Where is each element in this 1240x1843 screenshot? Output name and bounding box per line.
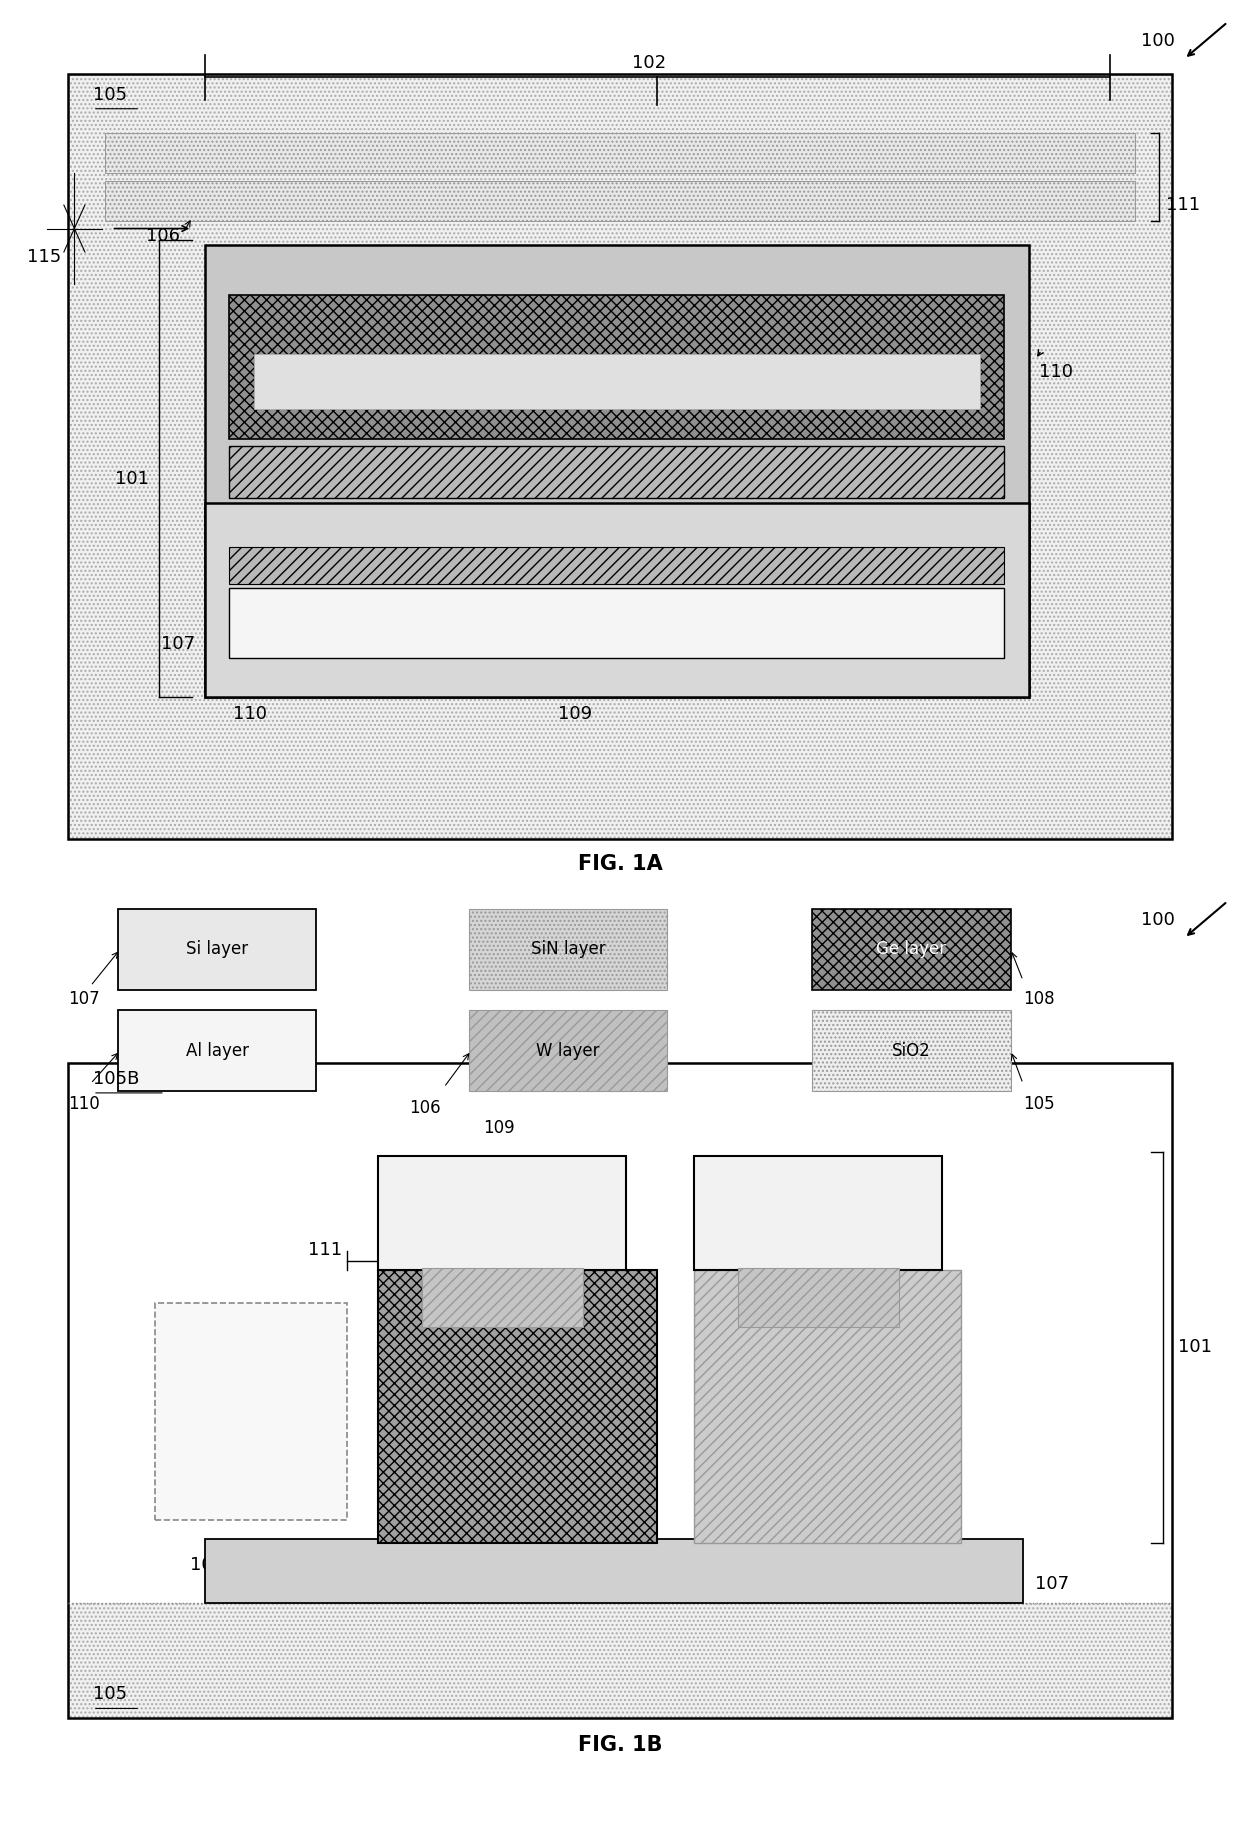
Bar — [105, 181, 1135, 221]
Bar — [118, 1010, 316, 1091]
Text: Ge layer: Ge layer — [877, 940, 946, 958]
Bar — [68, 74, 1172, 839]
Text: 110: 110 — [233, 704, 267, 722]
Bar — [68, 1063, 1172, 1603]
Bar — [254, 354, 980, 409]
Text: 115: 115 — [27, 247, 62, 265]
Text: SiN layer: SiN layer — [531, 940, 605, 958]
Text: 102: 102 — [632, 53, 667, 72]
Text: W layer: W layer — [536, 1041, 600, 1060]
Text: 111: 111 — [308, 1240, 342, 1259]
Text: 108: 108 — [1023, 990, 1055, 1008]
Bar — [205, 1539, 1023, 1603]
Text: Al layer: Al layer — [186, 1041, 248, 1060]
Text: 105: 105 — [1023, 1095, 1055, 1113]
Bar — [422, 1268, 583, 1327]
Text: 107: 107 — [68, 990, 100, 1008]
Bar — [68, 1063, 1172, 1718]
Bar — [229, 588, 1004, 658]
Text: 107: 107 — [161, 634, 196, 652]
Text: 108: 108 — [233, 339, 267, 358]
Bar — [469, 1010, 667, 1091]
Text: 105: 105 — [93, 1685, 128, 1703]
Bar — [469, 909, 667, 990]
Bar — [229, 446, 1004, 498]
Bar — [68, 74, 1172, 839]
Bar — [738, 1268, 899, 1327]
Text: 106: 106 — [233, 1403, 268, 1421]
Text: FIG. 1B: FIG. 1B — [578, 1734, 662, 1755]
Text: 106: 106 — [409, 1098, 441, 1117]
Text: 109: 109 — [753, 1334, 785, 1353]
Text: 106: 106 — [146, 227, 180, 245]
Text: 110: 110 — [1039, 363, 1073, 382]
Text: 110: 110 — [68, 1095, 100, 1113]
Text: 108A: 108A — [190, 1555, 236, 1574]
Text: 109: 109 — [233, 442, 268, 461]
Text: 108: 108 — [583, 1371, 616, 1390]
Bar — [118, 909, 316, 990]
Bar — [378, 1270, 657, 1543]
Text: 105B: 105B — [93, 1069, 139, 1087]
Text: 101: 101 — [1178, 1338, 1211, 1356]
Text: 109: 109 — [484, 1119, 516, 1137]
Text: 105: 105 — [93, 85, 128, 103]
Bar — [229, 547, 1004, 584]
Text: 101: 101 — [115, 470, 149, 488]
Text: Si layer: Si layer — [186, 940, 248, 958]
Text: 110: 110 — [432, 1202, 465, 1220]
Bar — [105, 133, 1135, 173]
Text: 110: 110 — [748, 1202, 781, 1220]
Bar — [205, 503, 1029, 697]
Bar — [812, 909, 1011, 990]
Text: 109: 109 — [436, 1334, 469, 1353]
Text: SiO2: SiO2 — [892, 1041, 931, 1060]
Bar — [812, 1010, 1011, 1091]
Text: 109: 109 — [558, 704, 593, 722]
Bar — [229, 295, 1004, 439]
Bar — [378, 1156, 626, 1270]
Text: 111: 111 — [1166, 195, 1200, 214]
Bar — [68, 1063, 1172, 1718]
Bar — [694, 1270, 961, 1543]
Bar — [155, 1303, 347, 1520]
Bar — [205, 245, 1029, 697]
Text: 100: 100 — [1141, 910, 1174, 929]
Bar — [694, 1156, 942, 1270]
Text: FIG. 1A: FIG. 1A — [578, 853, 662, 874]
Text: 100: 100 — [1141, 31, 1174, 50]
Text: 107: 107 — [1035, 1574, 1070, 1592]
